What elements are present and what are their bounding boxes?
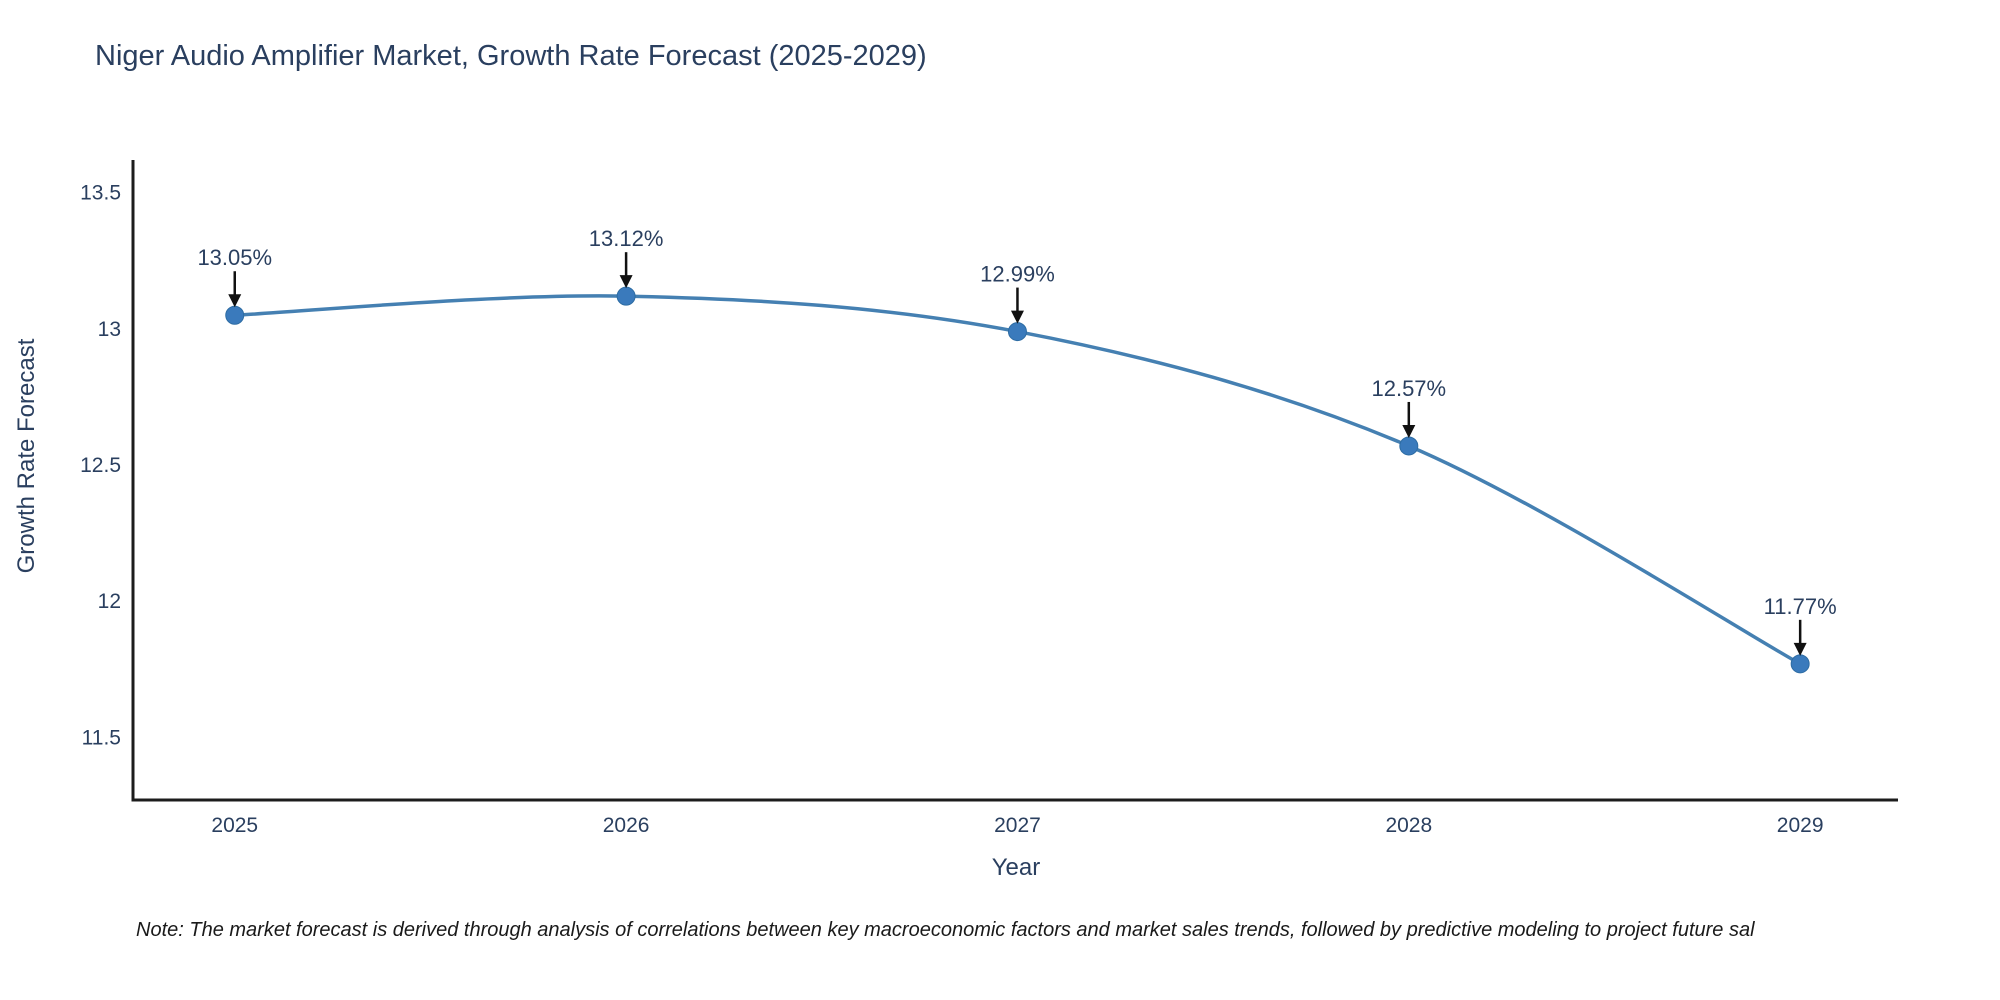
data-point-2025[interactable] xyxy=(225,305,245,325)
data-point-2026[interactable] xyxy=(616,286,636,306)
y-tick-label: 13 xyxy=(98,318,121,341)
x-tick-label: 2029 xyxy=(1777,814,1824,837)
point-label-2027: 12.99% xyxy=(980,262,1055,287)
x-tick-label: 2026 xyxy=(603,814,650,837)
y-tick-label: 12 xyxy=(98,590,121,613)
x-tick-label: 2027 xyxy=(994,814,1041,837)
footnote: Note: The market forecast is derived thr… xyxy=(136,919,1755,941)
axis-lines xyxy=(131,160,1898,802)
annotation-arrowhead-icon xyxy=(619,275,633,289)
annotation-arrowhead-icon xyxy=(1402,424,1416,438)
annotation-arrowhead-icon xyxy=(1010,310,1024,324)
x-axis-title: Year xyxy=(991,854,1041,881)
point-label-2026: 13.12% xyxy=(589,226,664,251)
point-label-2029: 11.77% xyxy=(1764,594,1837,619)
forecast-line xyxy=(233,294,1802,666)
data-point-2029[interactable] xyxy=(1790,654,1810,674)
chart-title: Niger Audio Amplifier Market, Growth Rat… xyxy=(95,40,927,72)
y-tick-label: 11.5 xyxy=(82,726,121,749)
point-label-2028: 12.57% xyxy=(1371,376,1446,401)
y-tick-label: 13.5 xyxy=(80,182,121,205)
annotation-arrowhead-icon xyxy=(228,294,242,308)
x-tick-label: 2025 xyxy=(211,814,258,837)
annotation-arrowhead-icon xyxy=(1793,642,1807,656)
x-tick-label: 2028 xyxy=(1385,814,1432,837)
data-point-2027[interactable] xyxy=(1007,322,1027,342)
data-point-2028[interactable] xyxy=(1399,436,1419,456)
y-tick-label: 12.5 xyxy=(80,454,121,477)
point-label-2025: 13.05% xyxy=(197,245,272,270)
